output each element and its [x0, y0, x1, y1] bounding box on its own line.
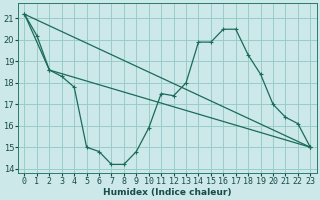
X-axis label: Humidex (Indice chaleur): Humidex (Indice chaleur): [103, 188, 232, 197]
